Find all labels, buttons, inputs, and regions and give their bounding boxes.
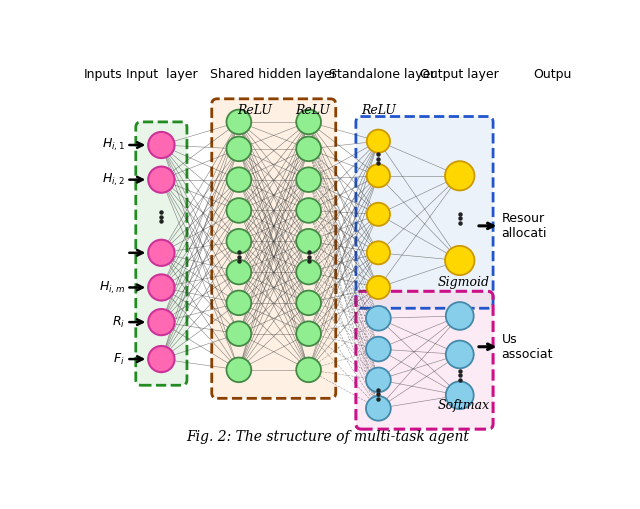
Text: Input  layer: Input layer [125,68,197,81]
Circle shape [227,109,252,134]
Text: Standalone layer: Standalone layer [329,68,435,81]
Circle shape [296,321,321,346]
Circle shape [367,241,390,264]
FancyBboxPatch shape [212,99,336,399]
Text: Shared hidden layer: Shared hidden layer [211,68,337,81]
Text: $R_i$: $R_i$ [112,315,125,330]
Circle shape [296,198,321,223]
Circle shape [227,357,252,382]
Text: Output layer: Output layer [420,68,499,81]
Circle shape [367,130,390,153]
Circle shape [296,109,321,134]
Text: Us
associat: Us associat [502,333,553,361]
Circle shape [366,337,391,361]
Text: Sigmoid: Sigmoid [438,276,490,289]
Circle shape [445,161,474,190]
Circle shape [367,203,390,226]
Text: Outpu: Outpu [534,68,572,81]
Text: $H_{i,m}$: $H_{i,m}$ [99,279,125,296]
Circle shape [148,274,175,300]
Circle shape [148,309,175,335]
Circle shape [296,136,321,161]
Text: Resour
allocati: Resour allocati [502,212,547,240]
Text: Fig. 2: The structure of multi-task agent: Fig. 2: The structure of multi-task agen… [186,430,470,444]
Circle shape [366,367,391,392]
Text: $H_{i,2}$: $H_{i,2}$ [102,172,125,188]
Circle shape [296,229,321,253]
Circle shape [366,396,391,420]
Text: ReLU: ReLU [361,104,396,117]
FancyBboxPatch shape [356,117,493,308]
Text: ReLU: ReLU [295,104,330,117]
Text: Inputs: Inputs [84,68,123,81]
Circle shape [227,321,252,346]
Circle shape [227,198,252,223]
Text: $F_i$: $F_i$ [113,352,125,366]
Text: $H_{i,1}$: $H_{i,1}$ [102,137,125,153]
Circle shape [227,229,252,253]
Circle shape [446,381,474,409]
Circle shape [227,260,252,285]
Circle shape [148,132,175,158]
Circle shape [227,136,252,161]
Circle shape [227,167,252,192]
FancyBboxPatch shape [356,291,493,429]
Circle shape [367,164,390,187]
Circle shape [227,291,252,315]
Circle shape [446,341,474,369]
Circle shape [148,346,175,372]
Circle shape [148,240,175,266]
Text: ReLU: ReLU [237,104,272,117]
Circle shape [296,167,321,192]
Circle shape [296,260,321,285]
Text: Softmax: Softmax [438,399,490,412]
Circle shape [148,166,175,193]
Circle shape [366,306,391,330]
Circle shape [445,246,474,275]
Circle shape [446,302,474,330]
Circle shape [296,357,321,382]
FancyBboxPatch shape [136,122,187,385]
Circle shape [296,291,321,315]
Circle shape [367,276,390,299]
